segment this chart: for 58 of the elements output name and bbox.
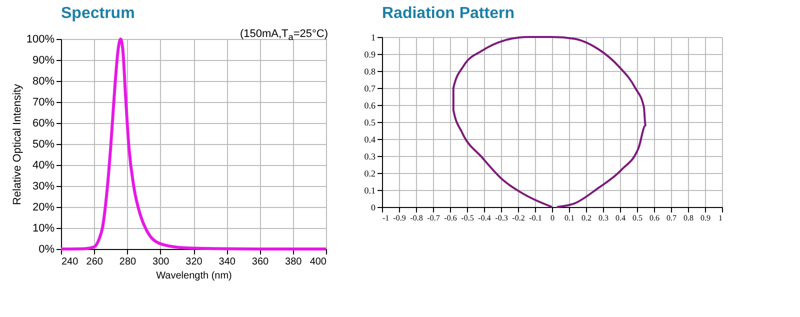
x-tick-label: 0.2 bbox=[582, 214, 592, 222]
y-tick-label: 100% bbox=[26, 34, 55, 46]
x-tick-label: -0.9 bbox=[393, 214, 406, 222]
y-tick-label: 20% bbox=[32, 202, 55, 214]
x-tick-label: 240 bbox=[62, 256, 79, 268]
x-tick-label: 380 bbox=[285, 256, 302, 268]
x-tick-label: -1 bbox=[382, 214, 390, 222]
y-tick-label: 0.1 bbox=[364, 186, 376, 196]
y-tick-label: 0.6 bbox=[364, 100, 376, 110]
y-tick-label: 0.3 bbox=[364, 152, 376, 162]
y-tick-label: 0.8 bbox=[364, 66, 376, 76]
x-tick-label: 0.5 bbox=[632, 214, 642, 222]
x-tick-label: 0.6 bbox=[650, 214, 660, 222]
x-tick-label: -0.7 bbox=[427, 214, 440, 222]
y-tick-label: 30% bbox=[32, 180, 55, 192]
x-tick-label: 340 bbox=[218, 256, 236, 268]
y-tick-label: 80% bbox=[32, 76, 55, 88]
x-tick-label: 0.8 bbox=[684, 214, 694, 222]
y-tick-label: 90% bbox=[32, 54, 55, 66]
x-tick-label: -0.6 bbox=[444, 214, 457, 222]
x-tick-label: -0.5 bbox=[461, 214, 474, 222]
y-tick-label: 10% bbox=[32, 222, 55, 234]
x-tick-label: 300 bbox=[152, 256, 170, 268]
x-tick-label: -0.1 bbox=[529, 214, 542, 222]
y-tick-label: 0.9 bbox=[364, 50, 376, 60]
y-tick-label: 70% bbox=[32, 96, 55, 108]
chart-title: Spectrum bbox=[61, 5, 135, 22]
y-tick-label: 0.4 bbox=[364, 134, 376, 144]
x-tick-label: 1 bbox=[718, 214, 722, 222]
y-tick-label: 0.7 bbox=[364, 84, 376, 94]
x-tick-label: -0.4 bbox=[478, 214, 491, 222]
x-axis-title: Wavelength (nm) bbox=[156, 270, 232, 282]
line-series bbox=[452, 36, 646, 208]
y-tick-label: 40% bbox=[32, 160, 55, 172]
x-tick-label: -0.3 bbox=[495, 214, 508, 222]
x-tick-label: 260 bbox=[86, 256, 104, 268]
x-tick-label: 0.7 bbox=[666, 214, 676, 222]
y-tick-label: 0 bbox=[371, 202, 376, 212]
y-tick-label: 50% bbox=[32, 138, 55, 150]
x-tick-label: -0.8 bbox=[410, 214, 423, 222]
x-tick-label: 280 bbox=[119, 256, 137, 268]
y-tick-label: 1 bbox=[371, 32, 376, 42]
x-tick-label: 0 bbox=[550, 214, 554, 222]
x-tick-label: 0.3 bbox=[598, 214, 608, 222]
y-tick-label: 0.2 bbox=[364, 168, 376, 178]
x-tick-label: 360 bbox=[252, 256, 270, 268]
x-tick-label: 400 bbox=[310, 256, 327, 268]
y-axis-title: Relative Optical Intensity bbox=[11, 83, 24, 206]
x-tick-label: 0.1 bbox=[564, 214, 574, 222]
y-tick-label: 60% bbox=[32, 118, 55, 130]
x-tick-label: -0.2 bbox=[512, 214, 525, 222]
annotation: (150mA,T$_{a}$=25°C) bbox=[240, 28, 328, 42]
x-tick-label: 320 bbox=[186, 256, 203, 268]
x-tick-label: 0.4 bbox=[616, 214, 626, 222]
y-tick-label: 0% bbox=[38, 244, 55, 256]
x-tick-label: 0.9 bbox=[700, 214, 710, 222]
chart-title: Radiation Pattern bbox=[382, 5, 514, 22]
y-tick-label: 0.5 bbox=[364, 118, 376, 128]
